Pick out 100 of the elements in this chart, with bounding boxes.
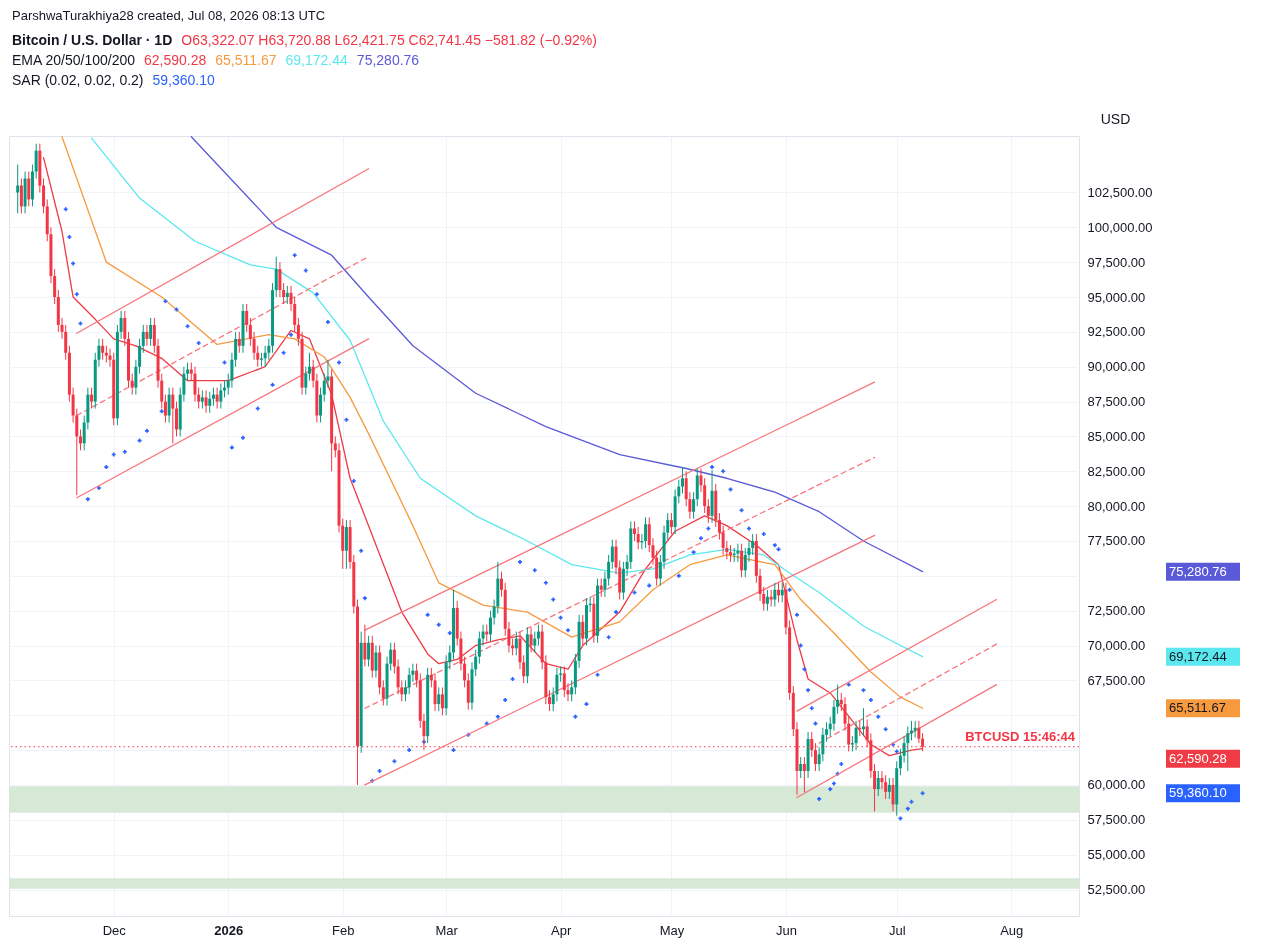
candlestick: [581, 614, 585, 647]
candlestick: [27, 171, 31, 207]
candlestick: [363, 624, 367, 667]
candlestick: [736, 543, 740, 563]
candlestick: [141, 324, 145, 354]
x-tick-label: Feb: [332, 922, 355, 938]
y-tick-label: 85,000.00: [1087, 428, 1146, 444]
candlestick: [887, 777, 891, 800]
candlestick: [536, 624, 540, 647]
x-tick-label: 2026: [214, 922, 244, 938]
candlestick: [562, 665, 566, 698]
y-tick-label: 57,500.00: [1087, 812, 1146, 828]
text: ParshwaTurakhiya28 created, Jul 08, 2026 08:13 UTC: [12, 8, 326, 23]
candlestick: [884, 774, 888, 800]
candlestick: [237, 331, 241, 354]
text: 69,172.44: [1169, 648, 1227, 664]
candlestick: [706, 498, 710, 524]
x-tick-label: Jun: [775, 922, 797, 938]
candlestick: [500, 571, 504, 598]
candlestick: [529, 626, 533, 654]
text: 62,590.28: [1169, 750, 1227, 766]
candlestick: [90, 387, 94, 410]
candlestick: [167, 387, 171, 423]
candlestick: [832, 699, 836, 732]
x-tick-label: Mar: [435, 922, 459, 938]
x-tick-label: Jul: [888, 922, 906, 938]
y-tick-label: 60,000.00: [1087, 777, 1146, 793]
text: 65,511.67: [1169, 700, 1226, 716]
candlestick: [433, 672, 437, 712]
candlestick: [891, 777, 895, 812]
y-tick-label: 67,500.00: [1087, 672, 1146, 688]
candlestick: [101, 338, 105, 361]
candlestick: [548, 689, 552, 712]
y-tick-label: 82,500.00: [1087, 463, 1146, 479]
candlestick: [876, 770, 880, 797]
candlestick: [274, 256, 278, 298]
candlestick: [285, 285, 289, 305]
text: 69,172.44: [285, 52, 348, 68]
candlestick: [215, 387, 219, 410]
x-tick-label: Dec: [102, 922, 127, 938]
candlestick: [636, 526, 640, 550]
candlestick: [773, 582, 777, 608]
candlestick: [407, 667, 411, 695]
x-tick-label: Aug: [1000, 922, 1024, 938]
candlestick: [149, 317, 153, 347]
y-tick-label: 102,500.00: [1087, 184, 1153, 200]
candlestick: [533, 631, 537, 654]
text: 59,360.10: [152, 72, 215, 88]
candlestick: [437, 686, 441, 712]
candlestick: [130, 373, 134, 396]
line-series: [190, 136, 924, 573]
candlestick: [917, 720, 921, 744]
text: EMA 20/50/100/200: [12, 52, 135, 68]
text: O63,322.07 H63,720.88 L62,421.75 C62,741.45 −581.82 (−0.92%): [181, 32, 597, 48]
x-tick-label: Apr: [551, 922, 572, 938]
y-tick-label: 100,000.00: [1087, 219, 1153, 235]
candlestick: [610, 539, 614, 570]
candlestick: [171, 387, 175, 444]
candlestick: [211, 387, 215, 407]
y-tick-label: 90,000.00: [1087, 359, 1146, 375]
candlestick: [245, 303, 249, 333]
candlestick: [644, 516, 648, 549]
candlestick: [415, 663, 419, 688]
y-tick-label: 77,500.00: [1087, 533, 1146, 549]
text: 62,590.28: [144, 52, 207, 68]
annotation: BTCUSD 15:46:44: [965, 728, 1076, 744]
candlestick: [175, 401, 179, 437]
candlestick: [307, 352, 311, 382]
text: 65,511.67: [215, 52, 277, 68]
candlestick: [78, 428, 82, 451]
candlestick: [319, 387, 323, 423]
candlestick: [740, 543, 744, 578]
candlestick: [204, 389, 208, 414]
candlestick: [34, 143, 38, 180]
candlestick: [632, 520, 636, 542]
y-tick-label: 70,000.00: [1087, 638, 1146, 654]
candlestick: [145, 324, 149, 347]
candlestick: [367, 635, 371, 667]
candlestick: [381, 679, 385, 706]
candlestick: [19, 178, 23, 214]
candlestick: [906, 725, 910, 772]
y-tick-label: 87,500.00: [1087, 394, 1146, 410]
candlestick: [208, 391, 212, 414]
candlestick: [692, 491, 696, 520]
candlestick: [404, 679, 407, 702]
candlestick: [854, 720, 858, 751]
candlestick: [681, 466, 684, 495]
candlestick: [200, 389, 204, 410]
candlestick: [123, 310, 127, 347]
y-tick-label: 55,000.00: [1087, 847, 1146, 863]
candlestick: [466, 672, 470, 711]
y-tick-label: 97,500.00: [1087, 254, 1146, 270]
candlestick: [163, 394, 167, 423]
text: 75,280.76: [356, 52, 420, 68]
candlestick: [278, 261, 282, 298]
y-tick-label: 95,000.00: [1087, 289, 1146, 305]
text: SAR (0.02, 0.02, 0.2): [12, 72, 144, 88]
candlestick: [570, 679, 574, 702]
y-tick-label: 80,000.00: [1087, 498, 1146, 514]
candlestick: [16, 164, 20, 214]
